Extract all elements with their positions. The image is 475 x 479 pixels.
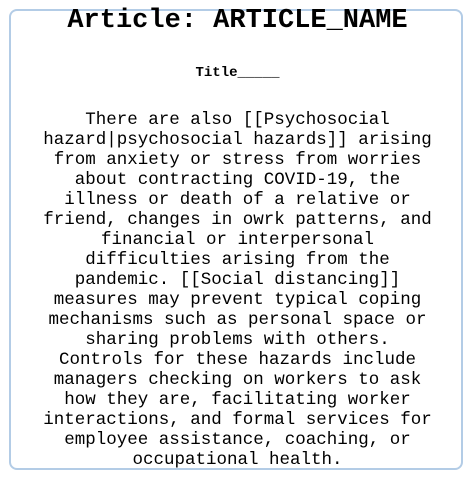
body-line: interactions, and formal services for <box>43 410 432 430</box>
body-line: occupational health. <box>132 450 343 470</box>
body-line: from anxiety or stress from worries <box>53 150 422 170</box>
title-label: Title_____ <box>195 65 280 81</box>
body-line: managers checking on workers to ask <box>53 370 422 390</box>
body-line: difficulties arising from the <box>85 250 390 270</box>
body-line: There are also [[Psychosocial <box>85 110 390 130</box>
article-body: There are also [[Psychosocial hazard|psy… <box>13 110 462 470</box>
body-line: Controls for these hazards include <box>58 350 417 370</box>
body-line: about contracting COVID-19, the <box>74 170 401 190</box>
body-line: pandemic. [[Social distancing]] <box>74 270 401 290</box>
body-line: hazard|psychosocial hazards]] arising <box>43 130 432 150</box>
body-line: illness or death of a relative or <box>64 190 411 210</box>
body-line: friend, changes in owrk patterns, and <box>43 210 432 230</box>
body-line: financial or interpersonal <box>100 230 375 250</box>
body-line: measures may prevent typical coping <box>53 290 422 310</box>
body-line: employee assistance, coaching, or <box>64 430 411 450</box>
body-line: sharing problems with others. <box>85 330 390 350</box>
document-card <box>9 9 463 470</box>
body-line: mechanisms such as personal space or <box>48 310 427 330</box>
article-heading: Article: ARTICLE_NAME <box>67 6 408 36</box>
body-line: how they are, facilitating worker <box>64 390 411 410</box>
